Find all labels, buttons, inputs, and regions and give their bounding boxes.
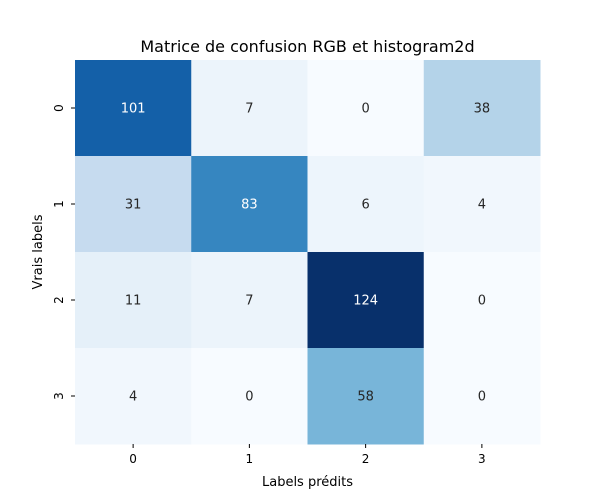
heatmap-cell-r3-c1 xyxy=(191,348,308,445)
heatmap-cell-r3-c0 xyxy=(75,348,192,445)
heatmap-cell-r3-c2 xyxy=(307,348,425,445)
y-tick-label-2: 2 xyxy=(52,296,66,304)
cell-value-r0-c1: 7 xyxy=(245,102,253,117)
x-tick-label-3: 3 xyxy=(478,452,486,466)
y-axis-label: Vrais labels xyxy=(31,214,46,289)
y-axis-ticks: 0 1 2 3 xyxy=(52,104,75,400)
x-tick-label-2: 2 xyxy=(362,452,370,466)
heatmap-cell-r1-c2 xyxy=(307,156,425,253)
cell-value-r2-c1: 7 xyxy=(245,294,253,309)
heatmap-cell-r1-c3 xyxy=(423,156,541,253)
heatmap-cell-r1-c1 xyxy=(191,156,308,253)
heatmap-cell-r3-c3 xyxy=(423,348,541,445)
heatmap-cell-r0-c1 xyxy=(191,60,308,157)
heatmap-cell-r0-c0 xyxy=(75,60,192,157)
cell-value-r0-c3: 38 xyxy=(474,102,491,117)
heatmap-cells: 101 7 0 38 31 83 6 4 11 7 124 0 4 0 58 0 xyxy=(75,60,541,445)
cell-value-r2-c2: 124 xyxy=(353,294,378,309)
cell-value-r0-c2: 0 xyxy=(361,102,369,117)
x-axis-label: Labels prédits xyxy=(262,475,353,490)
cell-value-r3-c3: 0 xyxy=(478,390,486,405)
cell-value-r1-c0: 31 xyxy=(125,198,142,213)
heatmap-cell-r2-c2 xyxy=(307,252,425,349)
chart-title: Matrice de confusion RGB et histogram2d xyxy=(140,37,474,56)
cell-value-r1-c3: 4 xyxy=(478,198,486,213)
cell-value-r0-c0: 101 xyxy=(121,102,146,117)
y-tick-label-3: 3 xyxy=(52,392,66,400)
heatmap-cell-r0-c3 xyxy=(423,60,541,157)
heatmap-cell-r2-c1 xyxy=(191,252,308,349)
cell-value-r3-c0: 4 xyxy=(129,390,137,405)
y-tick-label-0: 0 xyxy=(52,104,66,112)
cell-value-r2-c0: 11 xyxy=(125,294,142,309)
heatmap-cell-r2-c3 xyxy=(423,252,541,349)
x-axis-ticks: 0 1 2 3 xyxy=(129,444,486,466)
cell-value-r3-c1: 0 xyxy=(245,390,253,405)
cell-value-r2-c3: 0 xyxy=(478,294,486,309)
cell-value-r3-c2: 58 xyxy=(357,390,374,405)
heatmap-cell-r1-c0 xyxy=(75,156,192,253)
cell-value-r1-c1: 83 xyxy=(241,198,258,213)
x-tick-label-1: 1 xyxy=(246,452,254,466)
cell-value-r1-c2: 6 xyxy=(361,198,369,213)
y-tick-label-1: 1 xyxy=(52,200,66,208)
heatmap-cell-r2-c0 xyxy=(75,252,192,349)
x-tick-label-0: 0 xyxy=(129,452,137,466)
heatmap-cell-r0-c2 xyxy=(307,60,425,157)
